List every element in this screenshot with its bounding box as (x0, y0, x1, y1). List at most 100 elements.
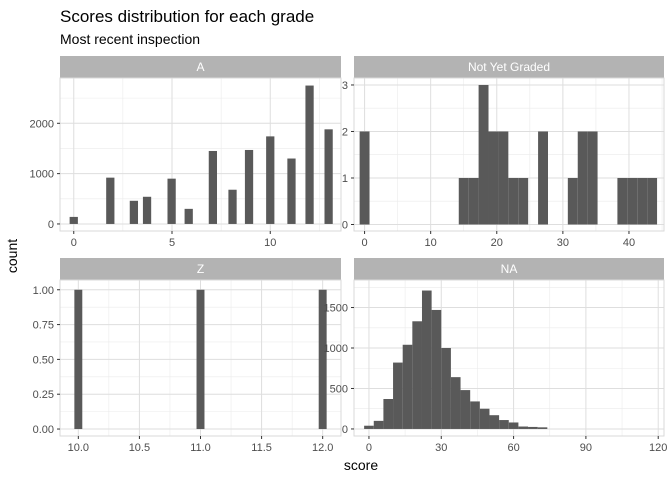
histogram-bar-a (69, 216, 78, 224)
y-tick-label: 1.00 (33, 285, 54, 297)
histogram-bar-a (184, 208, 193, 224)
histogram-bar-not-yet-graded (508, 177, 519, 225)
x-tick-label: 60 (507, 442, 519, 454)
facet-strip-a (60, 56, 341, 78)
chart-title: Scores distribution for each grade (60, 7, 315, 26)
histogram-bar-not-yet-graded (518, 177, 529, 225)
histogram-bar-a (228, 189, 237, 224)
histogram-bar-not-yet-graded (637, 177, 648, 225)
y-tick-label: 0 (342, 424, 348, 436)
y-tick-label: 0 (342, 219, 348, 231)
histogram-bar-a (142, 196, 152, 224)
histogram-bar-na (479, 408, 490, 429)
histogram-bar-a (167, 178, 176, 224)
facet-strip-label-a: A (196, 60, 204, 74)
histogram-bar-not-yet-graded (647, 177, 658, 225)
y-tick-label: 500 (330, 383, 348, 395)
x-tick-label: 10 (264, 237, 276, 249)
histogram-bar-na (460, 390, 471, 429)
histogram-bar-na (470, 401, 480, 429)
histogram-bar-not-yet-graded (488, 131, 499, 225)
x-tick-label: 10 (425, 237, 437, 249)
x-tick-label: 90 (580, 442, 592, 454)
x-tick-label: 11.0 (190, 442, 211, 454)
histogram-bar-na (537, 427, 548, 429)
histogram-bar-na (499, 420, 509, 429)
panel-border-a (59, 77, 342, 232)
y-tick-label: 0 (48, 219, 54, 231)
histogram-bar-na (528, 426, 538, 429)
histogram-bar-a (287, 158, 296, 224)
histogram-bar-not-yet-graded (538, 131, 548, 225)
histogram-bar-na (508, 422, 519, 429)
histogram-bar-na (489, 415, 500, 429)
histogram-bar-a (266, 136, 275, 224)
histogram-bar-na (373, 420, 384, 429)
histogram-bar-na (431, 309, 442, 429)
y-tick-label: 0.25 (33, 389, 54, 401)
x-tick-label: 5 (169, 237, 175, 249)
y-tick-label: 0.00 (33, 424, 54, 436)
y-tick-label: 1000 (30, 169, 54, 181)
histogram-bar-a (208, 150, 218, 224)
x-tick-label: 120 (649, 442, 667, 454)
y-tick-label: 1 (342, 173, 348, 185)
panel-border-na (353, 279, 665, 437)
histogram-bar-a (305, 85, 314, 224)
facet-strip-not-yet-graded (354, 56, 664, 78)
histogram-bar-na (441, 348, 451, 429)
histogram-bar-na (393, 362, 403, 429)
plot-area-a (60, 78, 341, 231)
y-tick-label: 0.50 (33, 354, 54, 366)
x-tick-label: 11.5 (251, 442, 272, 454)
histogram-bar-not-yet-graded (498, 131, 509, 225)
y-tick-label: 1500 (324, 303, 348, 315)
facet-strip-label-na: NA (501, 262, 518, 276)
y-tick-label: 3 (342, 80, 348, 92)
histogram-bar-na (518, 426, 529, 429)
histogram-bar-z (196, 289, 205, 430)
histogram-bar-not-yet-graded (577, 131, 588, 225)
histogram-bar-not-yet-graded (567, 177, 578, 225)
x-tick-label: 0 (362, 237, 368, 249)
x-tick-label: 10.5 (129, 442, 150, 454)
histogram-bar-na (383, 399, 394, 429)
x-tick-label: 10.0 (68, 442, 89, 454)
facet-strip-z (60, 258, 341, 280)
y-tick-label: 2 (342, 126, 348, 138)
x-axis-label: score (343, 457, 379, 473)
chart-subtitle: Most recent inspection (60, 31, 201, 47)
facet-strip-label-z: Z (197, 262, 204, 276)
histogram-bar-not-yet-graded (478, 84, 489, 225)
histogram-bar-not-yet-graded (458, 177, 469, 225)
histogram-bar-z (74, 289, 83, 430)
y-tick-label: 0.75 (33, 320, 54, 332)
x-tick-label: 20 (491, 237, 503, 249)
histogram-bar-a (129, 200, 139, 224)
x-tick-label: 40 (623, 237, 635, 249)
histogram-bar-a (244, 149, 254, 224)
x-tick-label: 0 (366, 442, 372, 454)
histogram-bar-not-yet-graded (359, 131, 370, 225)
histogram-bar-not-yet-graded (617, 177, 628, 225)
histogram-bar-na (364, 425, 374, 429)
histogram-bar-na (412, 321, 422, 429)
y-tick-label: 2000 (30, 118, 54, 130)
x-tick-label: 30 (435, 442, 447, 454)
histogram-bar-not-yet-graded (627, 177, 638, 225)
histogram-bar-not-yet-graded (468, 177, 479, 225)
x-tick-label: 0 (71, 237, 77, 249)
x-tick-label: 12.0 (312, 442, 333, 454)
histogram-bar-a (106, 177, 115, 224)
histogram-bar-a (324, 129, 333, 224)
facet-strip-na (354, 258, 664, 280)
histogram-bar-na (421, 290, 432, 429)
histogram-bar-na (450, 377, 461, 429)
histogram-bar-not-yet-graded (587, 131, 598, 225)
x-tick-label: 30 (557, 237, 569, 249)
histogram-bar-z (318, 289, 327, 430)
histogram-bar-na (402, 344, 413, 429)
panel-border-not-yet-graded (353, 77, 665, 232)
y-tick-label: 1000 (324, 343, 348, 355)
